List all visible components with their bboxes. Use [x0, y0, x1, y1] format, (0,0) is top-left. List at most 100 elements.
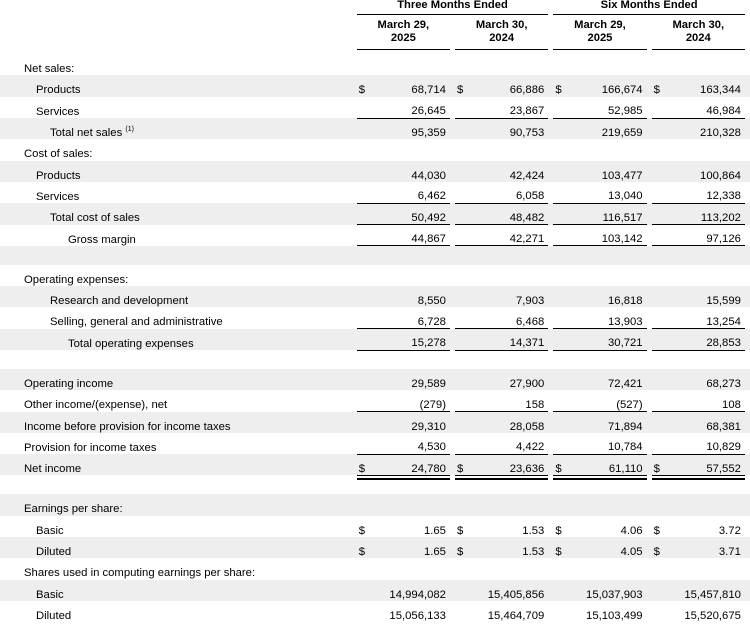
- column-gap: [449, 328, 456, 350]
- cell-value: [672, 558, 745, 579]
- table-row: Provision for income taxes 4,530 4,422 10,7…: [0, 432, 750, 455]
- cell-value: [475, 558, 548, 579]
- cell-value: 15,103,499: [586, 609, 643, 622]
- row-label: [0, 475, 357, 494]
- column-header-h1-line1: March 29,: [574, 19, 626, 32]
- row-label: Gross margin: [68, 233, 136, 246]
- table-row: Services 6,462 6,058 13,040 12,338: [0, 181, 750, 204]
- currency-symbol-3: [553, 203, 574, 226]
- row-label: Other income/(expense), net: [24, 399, 168, 412]
- cell-value: 97,126: [671, 224, 745, 247]
- column-header-q1: March 29, 2025: [356, 14, 450, 50]
- currency-symbol-3: [553, 286, 574, 308]
- cell-value: 210,328: [671, 118, 745, 140]
- column-gap: [744, 369, 750, 391]
- currency-symbol-4: $: [653, 524, 660, 537]
- table-spacer-row: [0, 245, 750, 265]
- column-gap: [745, 350, 750, 369]
- cell-value: 46,984: [671, 96, 745, 119]
- column-group-six-months: Six Months Ended: [553, 0, 745, 16]
- currency-symbol-3: [553, 494, 574, 516]
- currency-symbol-4: [652, 139, 672, 160]
- cell-value: [377, 265, 450, 286]
- column-gap: [744, 203, 750, 225]
- column-gap: [449, 286, 456, 308]
- cell-value: 4,530: [377, 432, 450, 455]
- cell-value: 29,310: [377, 411, 450, 433]
- column-gap: [548, 118, 554, 140]
- cell-value: 61,110: [573, 454, 647, 480]
- cell-value: 66,886: [475, 75, 549, 97]
- column-gap: [745, 475, 750, 494]
- currency-symbol-4: [651, 369, 672, 391]
- cell-value: 219,659: [573, 118, 647, 140]
- table-row: Total operating expenses 15,278 14,371 30,7…: [0, 328, 750, 351]
- row-label: Total net sales (1): [0, 118, 357, 140]
- currency-symbol-2: [455, 181, 476, 204]
- currency-symbol-1: $: [356, 537, 377, 559]
- cell-value: [671, 245, 745, 265]
- row-label: Net income: [0, 454, 357, 476]
- column-gap: [646, 118, 652, 140]
- cell-value: 68,381: [671, 411, 745, 433]
- column-gap: [745, 54, 750, 75]
- cell-value: 15,037,903: [573, 579, 647, 601]
- currency-symbol-4: [651, 411, 672, 433]
- currency-symbol-4: $: [651, 75, 672, 97]
- cell-value: [377, 494, 450, 516]
- cell-value: 23,636: [475, 454, 549, 480]
- table-header: Three Months Ended Six Months Ended Marc…: [0, 0, 750, 54]
- currency-symbol-4: [651, 160, 672, 182]
- table-row: Earnings per share:: [0, 494, 750, 516]
- column-gap: [646, 160, 652, 182]
- currency-symbol-2: [455, 494, 476, 516]
- cell-value: 113,202: [671, 203, 745, 226]
- cell-value: (279): [377, 390, 450, 413]
- currency-symbol-2: $: [455, 75, 476, 97]
- currency-symbol-3: [553, 139, 573, 160]
- column-gap: [646, 454, 652, 476]
- row-label: Diluted: [0, 537, 357, 559]
- row-label: Products: [0, 160, 357, 182]
- currency-symbol-3: [553, 245, 574, 265]
- currency-symbol-1: [356, 432, 377, 455]
- cell-value: [475, 54, 548, 75]
- table-row: Shares used in computing earnings per sh…: [0, 558, 750, 579]
- currency-symbol-4: [651, 494, 672, 516]
- row-label: Income before provision for income taxes: [0, 411, 357, 433]
- row-label: Research and development: [0, 286, 357, 308]
- column-gap: [548, 75, 554, 97]
- currency-symbol-2: [455, 307, 476, 330]
- currency-symbol-3: [553, 601, 573, 622]
- cell-value: [574, 54, 647, 75]
- cell-value: 52,985: [573, 96, 647, 119]
- table-row: Products 44,030 42,424 103,477 100,864: [0, 160, 750, 182]
- currency-symbol-2: [455, 118, 476, 140]
- currency-symbol-1: $: [356, 75, 377, 97]
- column-gap: [449, 118, 456, 140]
- currency-symbol-2: [455, 579, 476, 601]
- cell-value: 28,058: [475, 411, 549, 433]
- cell-value: [475, 494, 549, 516]
- column-gap: [646, 411, 652, 433]
- column-gap: [548, 286, 554, 308]
- table-row: Basic $1.65 $1.53 $4.06 $3.72: [0, 516, 750, 537]
- cell-value: 1.53: [475, 537, 549, 559]
- currency-symbol-1: [356, 160, 377, 182]
- row-label: Cost of sales:: [24, 148, 93, 161]
- column-gap: [449, 579, 456, 601]
- row-label: Operating income: [0, 369, 357, 391]
- cell-value: 15,599: [671, 286, 745, 308]
- cell-value: 68,714: [377, 75, 450, 97]
- currency-symbol-1: [356, 181, 377, 204]
- table-row: Total cost of sales 50,492 48,482 116,517 11…: [0, 203, 750, 226]
- currency-symbol-4: [651, 579, 672, 601]
- cell-value: 6,728: [377, 307, 450, 330]
- column-gap: [646, 537, 652, 559]
- cell-value: [377, 350, 450, 369]
- column-gap: [449, 537, 456, 559]
- table-row: Products $68,714 $66,886 $166,674 $163,344: [0, 75, 750, 97]
- cell-value: 15,405,856: [475, 579, 549, 601]
- currency-symbol-4: [651, 328, 672, 351]
